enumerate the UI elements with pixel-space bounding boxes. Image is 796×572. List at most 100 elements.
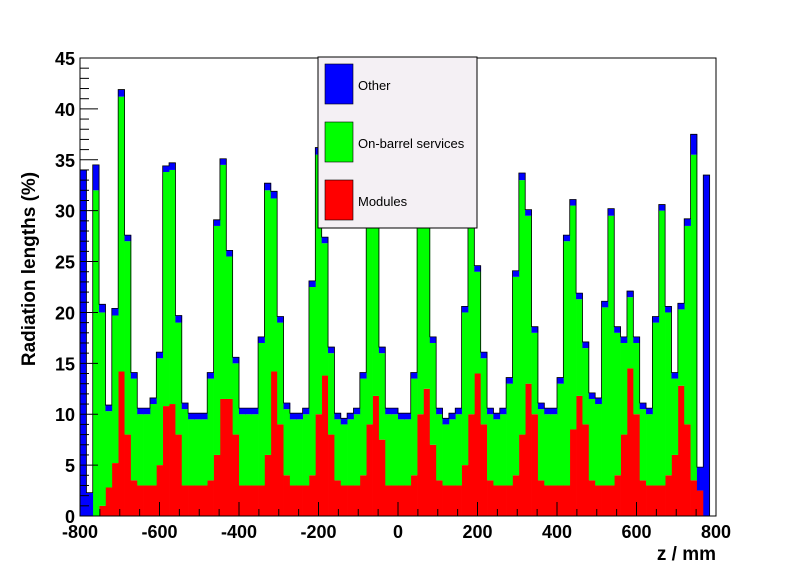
bar-on-barrel-services-43 — [353, 414, 361, 486]
bar-on-barrel-services-91 — [658, 210, 666, 486]
bar-other-34 — [296, 413, 303, 420]
bar-on-barrel-services-31 — [277, 322, 284, 425]
bar-on-barrel-services-96 — [690, 154, 698, 481]
bar-on-barrel-services-45 — [366, 200, 373, 425]
bar-other-52 — [410, 372, 418, 379]
bar-other-94 — [677, 303, 685, 310]
bar-modules-30 — [270, 371, 278, 516]
bar-modules-25 — [239, 485, 246, 516]
bar-other-39 — [328, 347, 335, 354]
bar-modules-69 — [518, 434, 526, 516]
bar-other-72 — [537, 403, 545, 410]
bar-modules-91 — [658, 485, 666, 516]
bar-modules-19 — [200, 485, 208, 516]
bar-other-88 — [639, 403, 647, 410]
bar-modules-18 — [194, 485, 202, 516]
legend-swatch-on-barrel-services — [324, 121, 354, 163]
bar-other-82 — [601, 301, 609, 308]
bar-on-barrel-services-77 — [569, 205, 577, 430]
bar-other-84 — [614, 326, 621, 333]
bar-other-67 — [506, 377, 513, 384]
bar-modules-68 — [512, 475, 520, 516]
bar-modules-80 — [588, 480, 596, 516]
bar-on-barrel-services-8 — [130, 378, 138, 481]
bar-modules-8 — [130, 480, 138, 516]
bar-on-barrel-services-78 — [576, 299, 583, 396]
bar-modules-3 — [99, 505, 106, 516]
bar-other-18 — [194, 413, 202, 420]
bar-on-barrel-services-29 — [264, 190, 272, 455]
histogram-outline — [79, 89, 716, 517]
bar-on-barrel-services-9 — [137, 414, 144, 486]
bar-other-29 — [264, 183, 272, 191]
bar-on-barrel-services-68 — [512, 276, 520, 476]
bar-modules-42 — [347, 485, 354, 516]
bar-on-barrel-services-73 — [544, 414, 551, 486]
bar-modules-79 — [582, 424, 590, 516]
x-tick-label: 200 — [462, 522, 492, 542]
bar-on-barrel-services-30 — [270, 198, 278, 372]
x-tick-label: 0 — [393, 522, 403, 542]
bar-on-barrel-services-3 — [99, 312, 106, 506]
bar-modules-75 — [557, 485, 564, 516]
y-tick-label: 30 — [55, 202, 75, 222]
bar-modules-62 — [474, 373, 482, 516]
bar-modules-84 — [614, 475, 621, 516]
bar-other-8 — [130, 372, 138, 379]
y-tick-label: 5 — [65, 456, 75, 476]
bar-other-2 — [92, 164, 100, 191]
bar-on-barrel-services-38 — [321, 243, 329, 376]
bar-on-barrel-services-28 — [258, 342, 265, 486]
bar-on-barrel-services-66 — [499, 414, 507, 486]
bar-on-barrel-services-18 — [194, 419, 202, 486]
bar-other-92 — [665, 306, 672, 313]
legend-label-modules: Modules — [358, 194, 408, 209]
bar-on-barrel-services-40 — [334, 419, 342, 481]
bar-modules-74 — [550, 485, 558, 516]
bar-other-25 — [239, 408, 246, 415]
bar-modules-89 — [646, 485, 653, 516]
bar-modules-41 — [340, 485, 348, 516]
bar-on-barrel-services-16 — [181, 409, 189, 486]
x-axis-title: z / mm — [657, 544, 716, 565]
bar-other-60 — [461, 306, 469, 313]
bar-other-51 — [404, 413, 412, 420]
bar-modules-71 — [531, 414, 539, 516]
bar-modules-56 — [436, 480, 443, 516]
bar-other-40 — [334, 413, 342, 420]
bar-on-barrel-services-86 — [626, 297, 634, 369]
bar-modules-52 — [410, 475, 418, 516]
bar-on-barrel-services-11 — [149, 404, 157, 486]
bar-other-10 — [143, 408, 151, 415]
bar-other-87 — [633, 336, 641, 343]
bar-modules-61 — [467, 414, 475, 516]
bar-on-barrel-services-48 — [385, 414, 392, 486]
bar-on-barrel-services-2 — [92, 190, 100, 516]
bar-on-barrel-services-4 — [105, 411, 113, 488]
bar-other-31 — [277, 316, 284, 323]
bar-on-barrel-services-53 — [417, 169, 424, 415]
bar-modules-86 — [626, 368, 634, 516]
bar-on-barrel-services-23 — [226, 256, 233, 399]
bar-modules-5 — [111, 463, 119, 516]
legend: Other On-barrel services Modules — [317, 56, 478, 229]
bar-modules-57 — [442, 485, 450, 516]
bar-on-barrel-services-80 — [588, 398, 596, 481]
bar-modules-26 — [245, 485, 253, 516]
bar-on-barrel-services-15 — [175, 322, 183, 435]
bar-other-4 — [105, 405, 113, 412]
bar-on-barrel-services-63 — [480, 358, 488, 425]
bar-modules-96 — [690, 480, 698, 516]
bar-other-68 — [512, 270, 520, 277]
bar-on-barrel-services-54 — [423, 225, 431, 389]
bar-modules-87 — [633, 414, 641, 516]
bar-modules-94 — [677, 385, 685, 516]
bar-modules-73 — [544, 485, 551, 516]
bar-on-barrel-services-10 — [143, 414, 151, 486]
bar-on-barrel-services-24 — [232, 363, 240, 435]
bar-on-barrel-services-22 — [219, 164, 227, 399]
bar-on-barrel-services-79 — [582, 348, 590, 425]
bar-on-barrel-services-12 — [156, 358, 164, 466]
bar-on-barrel-services-76 — [563, 241, 571, 486]
bar-other-93 — [671, 372, 679, 379]
